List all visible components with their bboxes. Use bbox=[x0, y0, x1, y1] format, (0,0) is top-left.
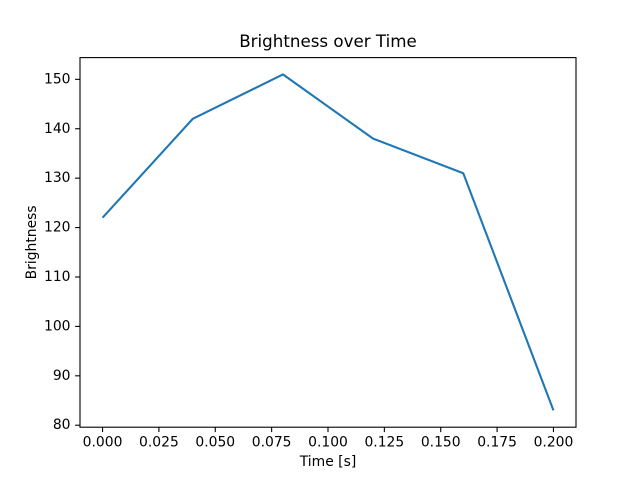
x-axis-label: Time [s] bbox=[299, 454, 357, 470]
chart-title: Brightness over Time bbox=[239, 31, 417, 51]
y-tick-label: 100 bbox=[44, 318, 71, 334]
x-tick-label: 0.125 bbox=[364, 434, 404, 450]
x-tick-label: 0.075 bbox=[252, 434, 292, 450]
y-tick-label: 140 bbox=[44, 121, 71, 137]
y-axis-label: Brightness bbox=[24, 205, 40, 279]
x-tick-label: 0.200 bbox=[534, 434, 574, 450]
y-tick-label: 150 bbox=[44, 71, 71, 87]
y-tick-label: 80 bbox=[53, 417, 71, 433]
y-tick-label: 90 bbox=[53, 368, 71, 384]
plot-area bbox=[80, 57, 576, 428]
y-axis-ticks: 80 90 100 110 120 130 140 150 bbox=[44, 71, 80, 433]
x-axis-ticks: 0.000 0.025 0.050 0.075 0.100 0.125 0.150 0.175… bbox=[83, 427, 574, 450]
y-tick-label: 120 bbox=[44, 220, 71, 236]
x-tick-label: 0.150 bbox=[421, 434, 461, 450]
x-tick-label: 0.050 bbox=[195, 434, 235, 450]
y-tick-label: 110 bbox=[44, 269, 71, 285]
x-tick-label: 0.025 bbox=[139, 434, 179, 450]
axes-spines bbox=[79, 57, 577, 428]
y-tick-label: 130 bbox=[44, 170, 71, 186]
data-line bbox=[101, 73, 555, 411]
x-tick-label: 0.175 bbox=[477, 434, 517, 450]
x-tick-label: 0.100 bbox=[308, 434, 348, 450]
x-tick-label: 0.000 bbox=[83, 434, 123, 450]
